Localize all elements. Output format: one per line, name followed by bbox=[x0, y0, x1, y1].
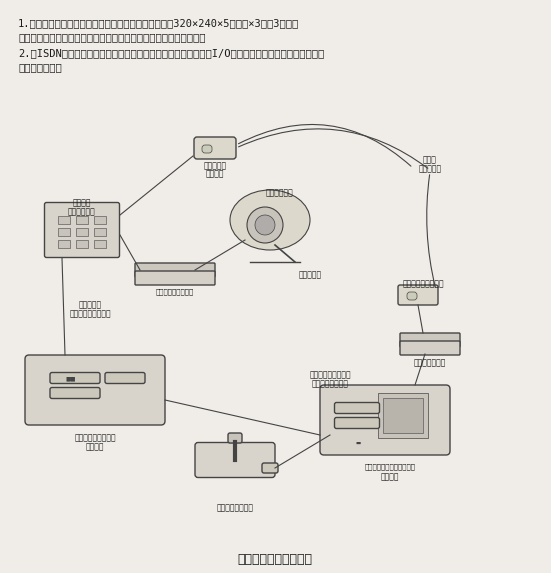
Text: 図　遠隔監視システム: 図 遠隔監視システム bbox=[237, 553, 312, 566]
Text: ターミナル: ターミナル bbox=[203, 161, 226, 170]
Text: 画像入力圧縮ボード: 画像入力圧縮ボード bbox=[156, 288, 194, 295]
Bar bbox=[94, 240, 106, 248]
FancyBboxPatch shape bbox=[202, 145, 212, 153]
Text: 制御信号送信・画像受信側: 制御信号送信・画像受信側 bbox=[365, 463, 415, 470]
Text: ■■: ■■ bbox=[65, 376, 75, 381]
FancyBboxPatch shape bbox=[45, 202, 120, 257]
Text: ▬: ▬ bbox=[355, 441, 360, 445]
Text: シリアルコネクタ: シリアルコネクタ bbox=[311, 379, 348, 388]
FancyBboxPatch shape bbox=[334, 402, 380, 414]
Text: ＩＳＤＮ: ＩＳＤＮ bbox=[73, 198, 91, 207]
Ellipse shape bbox=[230, 190, 310, 250]
Bar bbox=[383, 398, 423, 433]
Bar bbox=[378, 393, 428, 438]
Bar bbox=[58, 240, 70, 248]
FancyBboxPatch shape bbox=[135, 263, 215, 277]
FancyBboxPatch shape bbox=[398, 285, 438, 305]
Text: 雲台モータ: 雲台モータ bbox=[299, 270, 322, 279]
FancyBboxPatch shape bbox=[400, 341, 460, 355]
Text: ＮＴＴ: ＮＴＴ bbox=[423, 155, 437, 164]
Text: 2.　ISDNコントローラ、画像入力ボードは市販のものを使い、I/Oボード及びカメラ制御用の雲台は: 2. ISDNコントローラ、画像入力ボードは市販のものを使い、I/Oボード及びカ… bbox=[18, 48, 324, 58]
Circle shape bbox=[247, 207, 283, 243]
FancyBboxPatch shape bbox=[262, 463, 278, 473]
FancyBboxPatch shape bbox=[135, 271, 215, 285]
Circle shape bbox=[255, 215, 275, 235]
FancyBboxPatch shape bbox=[105, 372, 145, 383]
Text: ズームコントローラ: ズームコントローラ bbox=[69, 309, 111, 318]
FancyBboxPatch shape bbox=[407, 292, 417, 300]
Bar bbox=[94, 216, 106, 224]
Text: ビデオカメラ: ビデオカメラ bbox=[266, 188, 294, 197]
Bar bbox=[58, 228, 70, 236]
FancyBboxPatch shape bbox=[195, 442, 275, 477]
Text: 製作した。: 製作した。 bbox=[18, 62, 62, 72]
FancyBboxPatch shape bbox=[25, 355, 165, 425]
Bar bbox=[94, 228, 106, 236]
FancyBboxPatch shape bbox=[228, 433, 242, 443]
Text: 1.　画像の転送速度は回線の状況にもよるが、１画面320×240×5ｂｉｔ×3色／3秒程度: 1. 画像の転送速度は回線の状況にもよるが、１画面320×240×5ｂｉｔ×3色… bbox=[18, 18, 299, 28]
FancyBboxPatch shape bbox=[50, 372, 100, 383]
FancyBboxPatch shape bbox=[334, 418, 380, 429]
Text: カメラ雲台: カメラ雲台 bbox=[78, 300, 101, 309]
Bar bbox=[58, 216, 70, 224]
FancyBboxPatch shape bbox=[194, 137, 236, 159]
Text: である。また、コマンド転送速度は数百コマンド／秒である。: である。また、コマンド転送速度は数百コマンド／秒である。 bbox=[18, 32, 206, 42]
FancyBboxPatch shape bbox=[320, 385, 450, 455]
Text: ジョイスティック: ジョイスティック bbox=[217, 503, 253, 512]
Text: パソコン: パソコン bbox=[381, 472, 399, 481]
Text: ジョイスティック用: ジョイスティック用 bbox=[309, 370, 351, 379]
FancyBboxPatch shape bbox=[50, 387, 100, 398]
Text: ＩＳＤＮボード: ＩＳＤＮボード bbox=[414, 358, 446, 367]
FancyBboxPatch shape bbox=[400, 333, 460, 347]
Text: 画像送信制御受信側: 画像送信制御受信側 bbox=[74, 433, 116, 442]
Text: アダプタ: アダプタ bbox=[206, 169, 224, 178]
Bar bbox=[76, 228, 88, 236]
Text: ターミナルアダプタ: ターミナルアダプタ bbox=[402, 279, 444, 288]
Bar bbox=[76, 216, 88, 224]
Text: コントローラ: コントローラ bbox=[68, 207, 96, 216]
Text: パソコン: パソコン bbox=[86, 442, 104, 451]
Bar bbox=[76, 240, 88, 248]
Text: ｎｅｔ６４: ｎｅｔ６４ bbox=[418, 164, 441, 173]
